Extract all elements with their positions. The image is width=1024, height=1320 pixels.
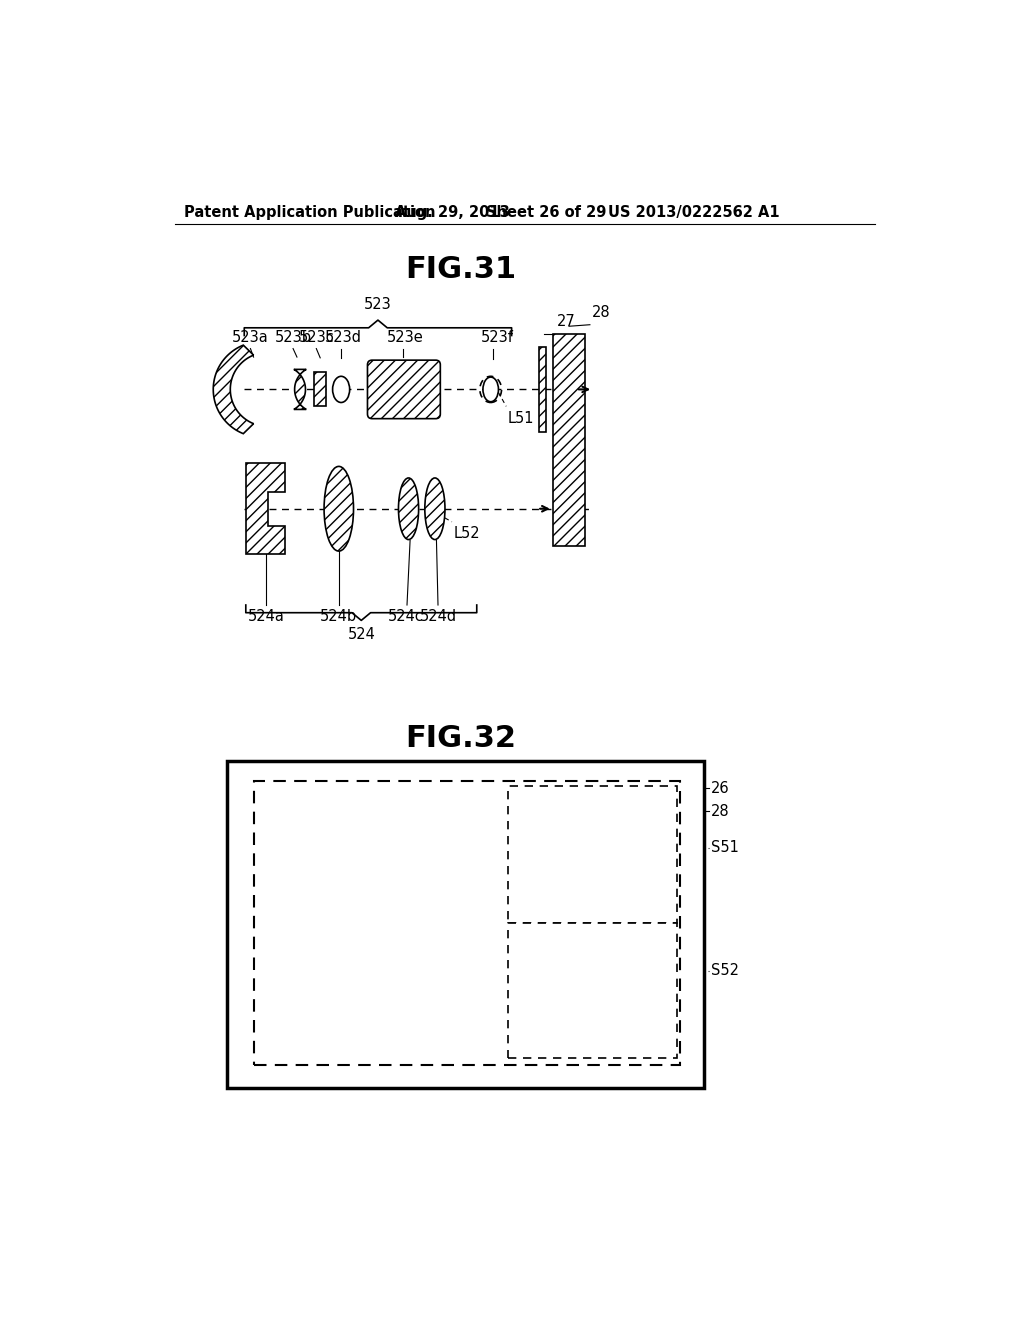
Text: 524b: 524b xyxy=(321,609,357,624)
Ellipse shape xyxy=(324,466,353,552)
Ellipse shape xyxy=(483,378,499,401)
Text: 524c: 524c xyxy=(387,609,423,624)
Text: FIG.32: FIG.32 xyxy=(406,725,517,754)
Text: S51: S51 xyxy=(711,840,738,855)
Ellipse shape xyxy=(333,376,349,403)
Bar xyxy=(227,760,703,1088)
Text: 524: 524 xyxy=(347,627,375,642)
Text: L52: L52 xyxy=(454,527,480,541)
Text: S52: S52 xyxy=(711,964,738,978)
Bar xyxy=(508,923,677,1057)
Text: 523c: 523c xyxy=(298,330,334,345)
Text: 28: 28 xyxy=(711,804,729,818)
Text: 26: 26 xyxy=(711,780,729,796)
Polygon shape xyxy=(294,370,306,409)
Text: FIG.31: FIG.31 xyxy=(406,255,517,284)
Text: L51: L51 xyxy=(508,411,535,426)
Text: 524a: 524a xyxy=(248,609,285,624)
Polygon shape xyxy=(246,463,285,554)
Text: Patent Application Publication: Patent Application Publication xyxy=(183,205,435,219)
Ellipse shape xyxy=(425,478,445,540)
Bar xyxy=(254,780,680,1065)
Text: US 2013/0222562 A1: US 2013/0222562 A1 xyxy=(608,205,780,219)
Text: Aug. 29, 2013: Aug. 29, 2013 xyxy=(395,205,510,219)
Text: 523b: 523b xyxy=(274,330,311,345)
FancyBboxPatch shape xyxy=(368,360,440,418)
Text: 523f: 523f xyxy=(480,330,513,345)
Bar xyxy=(508,785,677,923)
Text: 523e: 523e xyxy=(387,330,424,345)
Bar xyxy=(553,334,586,545)
Text: 524d: 524d xyxy=(420,609,457,624)
Text: Sheet 26 of 29: Sheet 26 of 29 xyxy=(486,205,606,219)
Text: 27: 27 xyxy=(557,314,577,330)
Text: 28: 28 xyxy=(592,305,610,321)
Text: 523d: 523d xyxy=(325,330,361,345)
Text: 523a: 523a xyxy=(232,330,269,345)
Bar xyxy=(539,347,546,432)
Ellipse shape xyxy=(398,478,419,540)
Text: 523: 523 xyxy=(365,297,392,313)
Bar xyxy=(314,372,327,407)
Polygon shape xyxy=(213,345,254,434)
